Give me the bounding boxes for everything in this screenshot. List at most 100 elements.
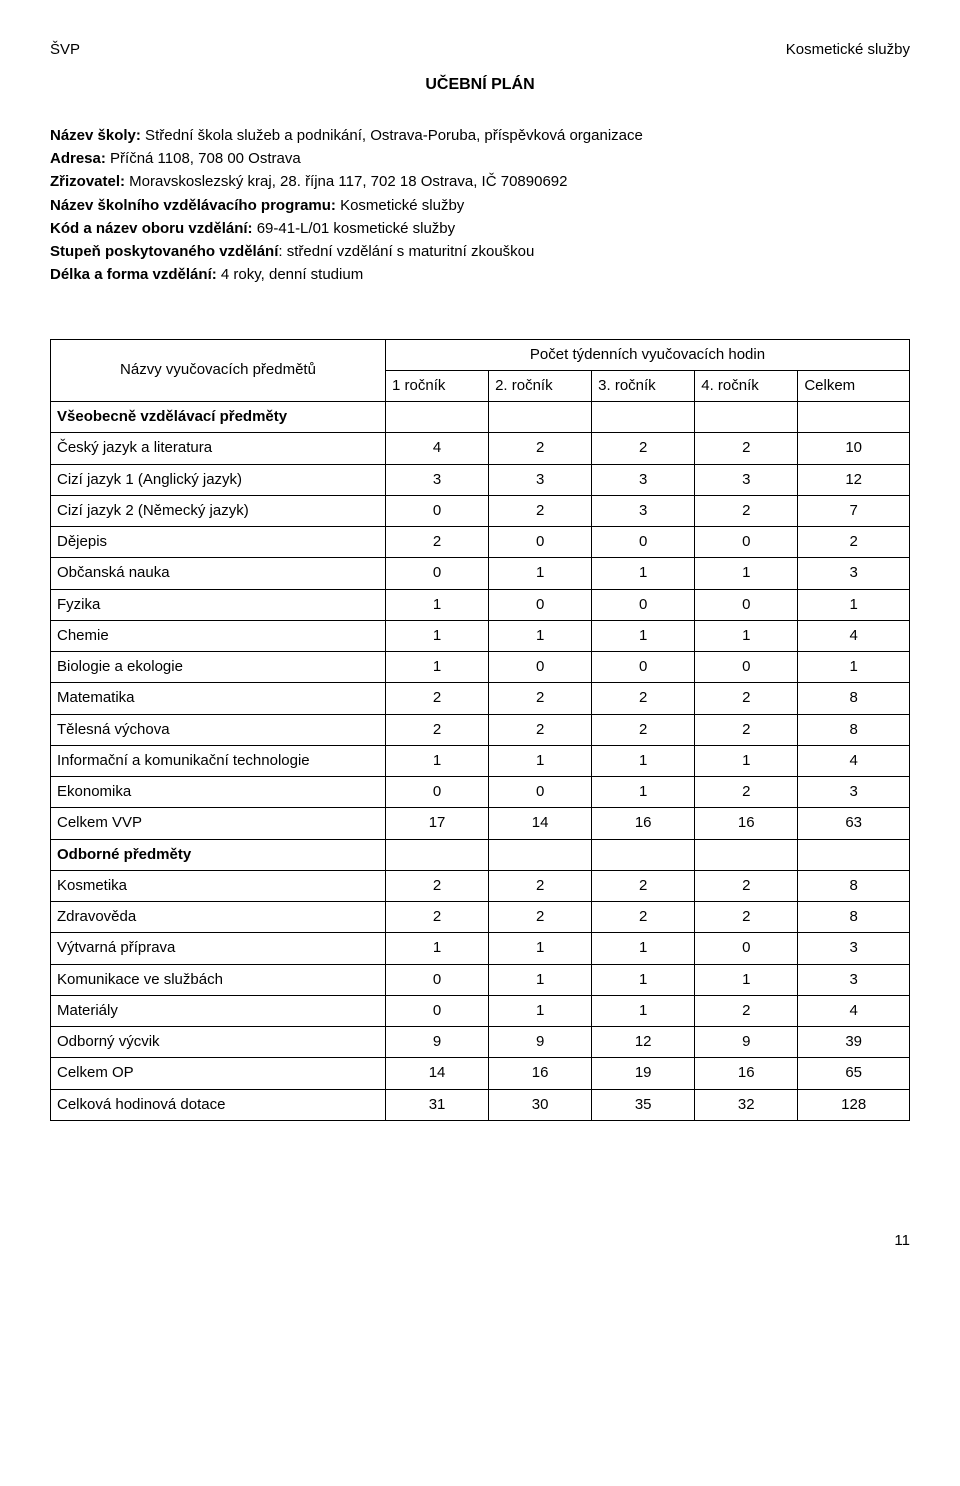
value-cell: 0 xyxy=(489,527,592,558)
value-cell: 1 xyxy=(592,620,695,651)
subject-cell: Kosmetika xyxy=(51,870,386,901)
table-row: Kosmetika22228 xyxy=(51,870,910,901)
value-cell: 0 xyxy=(592,652,695,683)
value-cell: 2 xyxy=(386,683,489,714)
spacer xyxy=(50,289,910,339)
value-cell: 2 xyxy=(695,433,798,464)
meta-founder: Zřizovatel: Moravskoslezský kraj, 28. ří… xyxy=(50,172,910,192)
table-row: Materiály01124 xyxy=(51,995,910,1026)
value-cell: 17 xyxy=(386,808,489,839)
subject-cell: Materiály xyxy=(51,995,386,1026)
value-cell: 3 xyxy=(695,464,798,495)
value-cell: 1 xyxy=(386,620,489,651)
table-row: Cizí jazyk 2 (Německý jazyk)02327 xyxy=(51,495,910,526)
value-cell: 1 xyxy=(592,933,695,964)
value-cell: 31 xyxy=(386,1089,489,1120)
value-cell: 1 xyxy=(592,745,695,776)
value-cell: 3 xyxy=(798,933,910,964)
value-cell: 2 xyxy=(695,495,798,526)
th-y2: 2. ročník xyxy=(489,370,592,401)
subject-cell: Ekonomika xyxy=(51,777,386,808)
value-cell: 2 xyxy=(695,777,798,808)
empty-cell xyxy=(695,839,798,870)
value-cell: 0 xyxy=(695,589,798,620)
value-cell: 1 xyxy=(695,964,798,995)
value-cell: 39 xyxy=(798,1027,910,1058)
table-row: Komunikace ve službách01113 xyxy=(51,964,910,995)
th-y4: 4. ročník xyxy=(695,370,798,401)
value-cell: 3 xyxy=(592,495,695,526)
meta-length: Délka a forma vzdělání: 4 roky, denní st… xyxy=(50,265,910,285)
subject-cell: Cizí jazyk 2 (Německý jazyk) xyxy=(51,495,386,526)
value-cell: 1 xyxy=(386,589,489,620)
meta-level: Stupeň poskytovaného vzdělání: střední v… xyxy=(50,242,910,262)
value-cell: 4 xyxy=(386,433,489,464)
subject-cell: Tělesná výchova xyxy=(51,714,386,745)
value-cell: 8 xyxy=(798,870,910,901)
value-cell: 1 xyxy=(592,558,695,589)
meta-level-value: : střední vzdělání s maturitní zkouškou xyxy=(278,243,534,260)
header-right: Kosmetické služby xyxy=(786,40,910,60)
value-cell: 2 xyxy=(489,683,592,714)
subject-cell: Celková hodinová dotace xyxy=(51,1089,386,1120)
value-cell: 0 xyxy=(386,964,489,995)
subject-cell: Český jazyk a literatura xyxy=(51,433,386,464)
table-row: Celková hodinová dotace31303532128 xyxy=(51,1089,910,1120)
value-cell: 1 xyxy=(489,620,592,651)
value-cell: 0 xyxy=(695,933,798,964)
value-cell: 3 xyxy=(386,464,489,495)
meta-field: Kód a název oboru vzdělání: 69-41-L/01 k… xyxy=(50,219,910,239)
value-cell: 10 xyxy=(798,433,910,464)
value-cell: 2 xyxy=(489,714,592,745)
value-cell: 2 xyxy=(386,870,489,901)
empty-cell xyxy=(695,402,798,433)
table-row: Celkem OP1416191665 xyxy=(51,1058,910,1089)
value-cell: 2 xyxy=(489,433,592,464)
value-cell: 9 xyxy=(489,1027,592,1058)
value-cell: 9 xyxy=(695,1027,798,1058)
value-cell: 0 xyxy=(386,558,489,589)
table-row: Fyzika10001 xyxy=(51,589,910,620)
meta-program: Název školního vzdělávacího programu: Ko… xyxy=(50,196,910,216)
section-label-cell: Odborné předměty xyxy=(51,839,386,870)
meta-address-label: Adresa: xyxy=(50,150,106,167)
curriculum-table: Názvy vyučovacích předmětů Počet týdenní… xyxy=(50,339,910,1121)
empty-cell xyxy=(798,839,910,870)
value-cell: 14 xyxy=(386,1058,489,1089)
meta-school-label: Název školy: xyxy=(50,127,141,144)
empty-cell xyxy=(798,402,910,433)
table-row: Občanská nauka01113 xyxy=(51,558,910,589)
value-cell: 16 xyxy=(695,808,798,839)
table-row: Ekonomika00123 xyxy=(51,777,910,808)
meta-program-label: Název školního vzdělávacího programu: xyxy=(50,197,336,214)
value-cell: 1 xyxy=(386,652,489,683)
table-row: Odborný výcvik9912939 xyxy=(51,1027,910,1058)
value-cell: 1 xyxy=(489,964,592,995)
empty-cell xyxy=(386,839,489,870)
section-row: Odborné předměty xyxy=(51,839,910,870)
value-cell: 0 xyxy=(695,527,798,558)
header-left: ŠVP xyxy=(50,40,80,60)
value-cell: 0 xyxy=(386,995,489,1026)
value-cell: 2 xyxy=(798,527,910,558)
value-cell: 3 xyxy=(489,464,592,495)
subject-cell: Celkem VVP xyxy=(51,808,386,839)
value-cell: 2 xyxy=(592,683,695,714)
value-cell: 1 xyxy=(592,777,695,808)
value-cell: 1 xyxy=(798,589,910,620)
table-row: Zdravověda22228 xyxy=(51,902,910,933)
meta-school-value: Střední škola služeb a podnikání, Ostrav… xyxy=(141,127,643,144)
value-cell: 1 xyxy=(798,652,910,683)
subject-cell: Fyzika xyxy=(51,589,386,620)
value-cell: 1 xyxy=(695,620,798,651)
value-cell: 2 xyxy=(592,902,695,933)
value-cell: 1 xyxy=(489,995,592,1026)
th-subject: Názvy vyučovacích předmětů xyxy=(51,339,386,402)
subject-cell: Dějepis xyxy=(51,527,386,558)
table-body: Všeobecně vzdělávací předmětyČeský jazyk… xyxy=(51,402,910,1121)
subject-cell: Občanská nauka xyxy=(51,558,386,589)
table-row: Dějepis20002 xyxy=(51,527,910,558)
meta-length-label: Délka a forma vzdělání: xyxy=(50,266,217,283)
running-header: ŠVP Kosmetické služby xyxy=(50,40,910,60)
value-cell: 2 xyxy=(695,870,798,901)
